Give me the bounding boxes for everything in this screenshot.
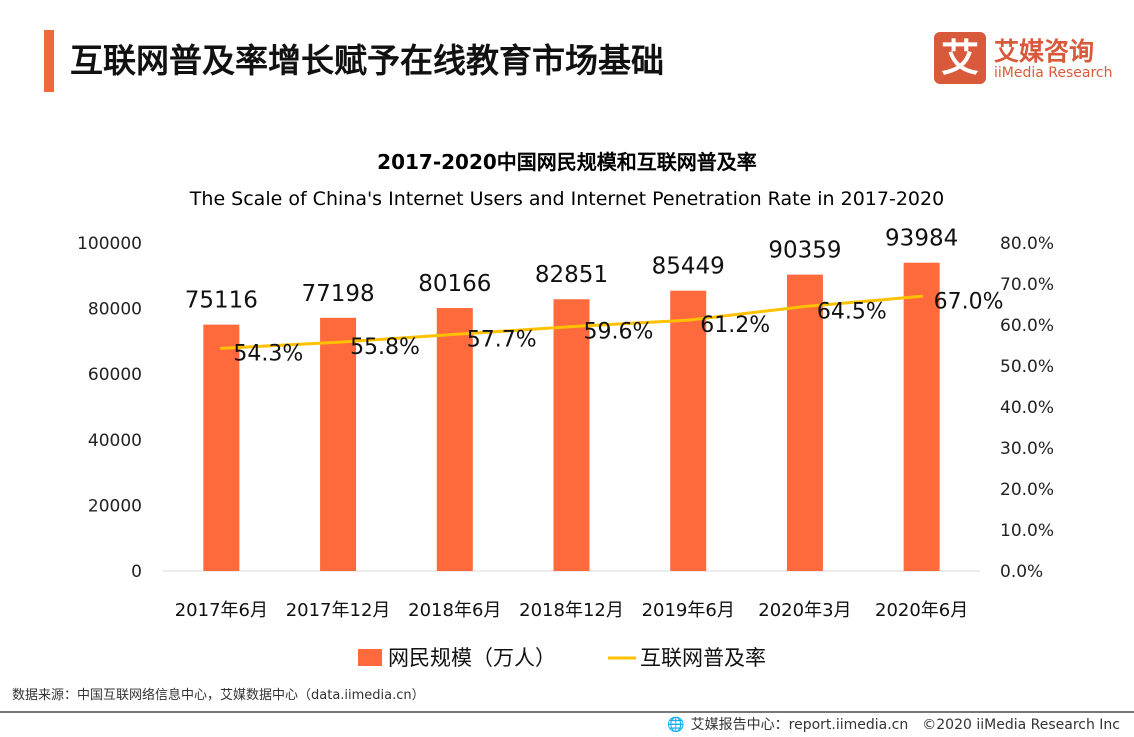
chart-title: 2017-2020中国网民规模和互联网普及率 bbox=[377, 150, 757, 174]
bar-value-label: 85449 bbox=[652, 254, 725, 280]
bar-value-label: 77198 bbox=[301, 281, 374, 307]
bar bbox=[903, 262, 940, 571]
line-value-label: 64.5% bbox=[817, 300, 887, 325]
logo-mark: 艾 bbox=[934, 32, 986, 84]
line-point bbox=[336, 340, 340, 344]
y-right-tick-label: 50.0% bbox=[1000, 357, 1054, 377]
y-left-tick-label: 40000 bbox=[88, 431, 142, 451]
legend-bar-label: 网民规模（万人） bbox=[388, 646, 556, 670]
bar-value-label: 82851 bbox=[535, 262, 608, 288]
y-right-tick-label: 10.0% bbox=[1000, 521, 1054, 541]
chart: 0 20000 40000 60000 80000 100000 0.0% 10.0% 20.0… bbox=[77, 226, 1054, 670]
title-accent-bar bbox=[44, 30, 54, 92]
x-tick-label: 2018年6月 bbox=[408, 600, 501, 621]
y-right-tick-label: 0.0% bbox=[1000, 562, 1043, 582]
legend-line-label: 互联网普及率 bbox=[640, 646, 766, 670]
line-value-label: 54.3% bbox=[233, 341, 303, 366]
logo: 艾 艾媒咨询 iiMedia Research bbox=[934, 32, 1114, 84]
bar bbox=[553, 299, 590, 571]
y-left-tick-label: 20000 bbox=[88, 496, 142, 516]
bar-value-label: 80166 bbox=[418, 271, 491, 297]
bar-value-label: 93984 bbox=[885, 226, 958, 252]
x-tick-label: 2019年6月 bbox=[642, 600, 735, 621]
y-left-tick-label: 60000 bbox=[88, 365, 142, 385]
line-point bbox=[453, 332, 457, 336]
y-left-tick-label: 0 bbox=[131, 562, 142, 582]
x-tick-label: 2020年3月 bbox=[758, 600, 851, 621]
line-point bbox=[920, 294, 924, 298]
bar bbox=[670, 290, 707, 571]
line-value-label: 57.7% bbox=[467, 327, 537, 352]
globe-icon: 🌐 bbox=[667, 717, 685, 733]
line-point bbox=[686, 318, 690, 322]
report-link[interactable]: 艾媒报告中心：report.iimedia.cn bbox=[690, 717, 909, 733]
copyright: ©2020 iiMedia Research Inc bbox=[922, 717, 1120, 733]
y-right-tick-label: 30.0% bbox=[1000, 439, 1054, 459]
bar-value-label: 75116 bbox=[185, 288, 258, 314]
y-left-tick-label: 100000 bbox=[77, 234, 142, 254]
y-right-tick-label: 60.0% bbox=[1000, 316, 1054, 336]
data-source: 数据来源：中国互联网络信息中心，艾媒数据中心（data.iimedia.cn） bbox=[12, 688, 425, 703]
legend-bar-swatch bbox=[358, 649, 382, 666]
line-value-label: 55.8% bbox=[350, 335, 420, 360]
divider bbox=[0, 711, 1134, 713]
line-value-label: 59.6% bbox=[584, 320, 654, 345]
page-title: 互联网普及率增长赋予在线教育市场基础 bbox=[70, 41, 664, 80]
y-right-tick-label: 40.0% bbox=[1000, 398, 1054, 418]
bar bbox=[786, 274, 823, 571]
line-value-label: 67.0% bbox=[934, 289, 1004, 314]
bar bbox=[320, 317, 357, 571]
bar bbox=[203, 324, 240, 571]
logo-en: iiMedia Research bbox=[994, 65, 1113, 81]
line-value-label: 61.2% bbox=[700, 313, 770, 338]
logo-cn: 艾媒咨询 bbox=[994, 37, 1095, 66]
y-right-tick-label: 70.0% bbox=[1000, 275, 1054, 295]
x-tick-label: 2018年12月 bbox=[519, 600, 624, 621]
bar-value-label: 90359 bbox=[768, 238, 841, 264]
y-left-tick-label: 80000 bbox=[88, 300, 142, 320]
x-tick-label: 2017年12月 bbox=[286, 600, 391, 621]
footer: 🌐 艾媒报告中心：report.iimedia.cn ©2020 iiMedia R… bbox=[661, 714, 1120, 734]
y-right-tick-label: 80.0% bbox=[1000, 234, 1054, 254]
bar bbox=[436, 308, 473, 571]
x-tick-label: 2017年6月 bbox=[175, 600, 268, 621]
line-point bbox=[570, 325, 573, 329]
y-right-tick-label: 20.0% bbox=[1000, 480, 1054, 500]
line-point bbox=[803, 305, 807, 309]
x-tick-label: 2020年6月 bbox=[875, 600, 968, 621]
chart-subtitle: The Scale of China's Internet Users and … bbox=[189, 188, 945, 210]
line-point bbox=[219, 346, 223, 350]
